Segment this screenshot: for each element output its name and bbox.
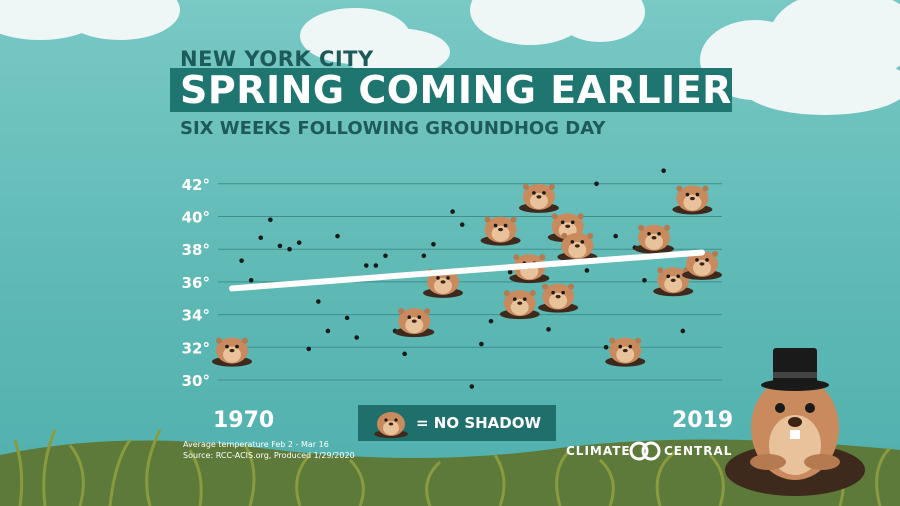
ground: [0, 439, 900, 506]
data-point: [594, 181, 599, 187]
data-point: [431, 241, 436, 247]
groundhog-point: [518, 183, 559, 213]
data-point: [296, 240, 302, 245]
data-point: [680, 328, 686, 334]
data-point: [268, 217, 273, 223]
x-axis-start-year: 1970: [213, 408, 275, 433]
data-point: [603, 345, 609, 350]
legend-label: = NO SHADOW: [416, 414, 542, 432]
brand-right: CENTRAL: [664, 444, 733, 458]
data-point: [469, 384, 475, 389]
data-point: [421, 253, 427, 259]
data-point: [239, 258, 244, 263]
y-tick-label: 42°: [182, 176, 210, 194]
cloud: [740, 55, 900, 115]
data-point: [507, 269, 513, 275]
data-point: [277, 243, 283, 249]
groundhog-point: [499, 290, 540, 320]
grass-blades: [13, 429, 892, 506]
groundhog-icon: [374, 412, 408, 438]
data-point: [488, 318, 494, 324]
groundhog-point: [212, 337, 252, 367]
data-point: [287, 246, 292, 252]
data-point: [344, 315, 350, 321]
data-point: [316, 299, 321, 304]
y-tick-label: 32°: [182, 339, 210, 357]
groundhog-point: [682, 250, 722, 280]
data-point: [642, 277, 647, 283]
groundhog-point: [394, 308, 435, 338]
chart-title: SPRING COMING EARLIER: [180, 68, 732, 112]
y-tick-label: 40°: [182, 209, 210, 227]
groundhog-point: [672, 185, 713, 215]
groundhog-point: [605, 337, 646, 367]
y-tick-label: 36°: [182, 274, 210, 292]
groundhog-point: [653, 267, 694, 297]
data-point: [325, 328, 331, 334]
data-point: [479, 341, 484, 347]
chart-city: NEW YORK CITY: [180, 47, 374, 71]
data-point: [335, 233, 340, 239]
data-point: [354, 335, 359, 340]
data-point: [258, 235, 264, 241]
groundhog-point: [634, 224, 675, 254]
data-point: [546, 327, 551, 332]
y-tick-label: 30°: [182, 372, 210, 390]
data-point: [613, 233, 618, 239]
data-point: [661, 168, 666, 174]
groundhog-point: [538, 283, 579, 313]
groundhog-mascot-icon: [725, 348, 865, 496]
data-point: [459, 222, 465, 227]
footnote-method: Average temperature Feb 2 - Mar 16: [183, 440, 329, 449]
groundhog-point: [480, 216, 521, 246]
footnote-source: Source: RCC-ACIS.org, Produced 1/29/2020: [183, 451, 355, 460]
x-axis-end-year: 2019: [672, 408, 734, 433]
groundhog-point: [557, 232, 598, 262]
data-point: [363, 263, 369, 268]
data-point: [383, 253, 388, 259]
trend-line: [229, 249, 705, 292]
y-tick-label: 38°: [182, 241, 210, 259]
title-banner: [170, 68, 732, 112]
data-point: [373, 263, 379, 268]
brand-left: CLIMATE: [566, 444, 631, 458]
y-tick-label: 34°: [182, 307, 210, 325]
data-point: [248, 277, 254, 283]
data-point: [450, 209, 455, 214]
data-point: [584, 268, 590, 273]
data-point: [402, 351, 407, 357]
climate-central-logo-icon: [629, 441, 661, 461]
chart-subtitle: SIX WEEKS FOLLOWING GROUNDHOG DAY: [180, 118, 606, 139]
data-point: [306, 346, 312, 352]
